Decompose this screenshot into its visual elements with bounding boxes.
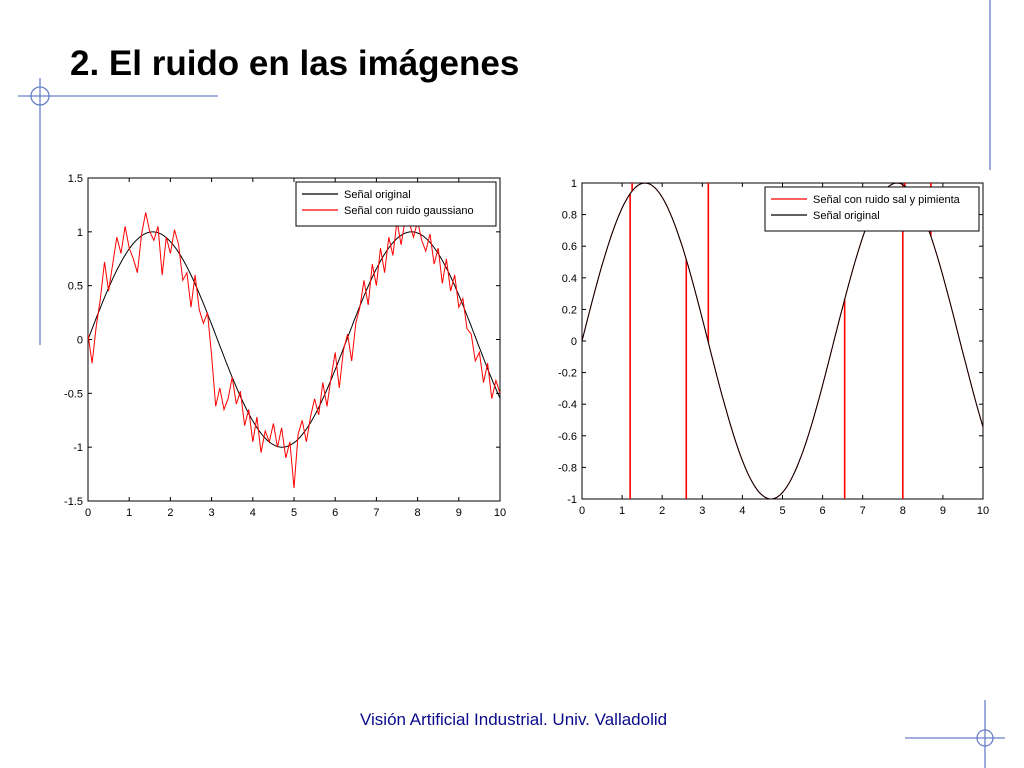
- x-tick-label: 10: [977, 505, 989, 517]
- y-tick-label: 1.5: [68, 173, 83, 185]
- y-tick-label: -0.5: [64, 388, 83, 400]
- x-tick-label: 4: [250, 507, 256, 519]
- x-tick-label: 10: [494, 507, 506, 519]
- y-tick-label: -1.5: [64, 496, 83, 508]
- y-tick-label: -0.8: [558, 462, 577, 474]
- y-tick-label: -1: [73, 442, 83, 454]
- x-tick-label: 9: [456, 507, 462, 519]
- x-tick-label: 5: [291, 507, 297, 519]
- x-tick-label: 2: [167, 507, 173, 519]
- x-tick-label: 1: [619, 505, 625, 517]
- y-tick-label: 0.5: [68, 281, 83, 293]
- salt-pepper-noise-chart: 0 1 2 3 4 5 6 7 8 9 10 1 0.8 0.6 0.4 0.2 0 -0.2 -0.4 -0.6 -0…: [558, 178, 989, 517]
- x-tick-label: 4: [739, 505, 745, 517]
- x-tick-label: 3: [209, 507, 215, 519]
- y-tick-label: 1: [77, 227, 83, 239]
- x-tick-label: 7: [373, 507, 379, 519]
- y-tick-label: -0.4: [558, 399, 577, 411]
- legend: Señal con ruido sal y pimienta Señal orig…: [764, 186, 980, 232]
- x-tick-label: 6: [820, 505, 826, 517]
- y-tick-label: -0.2: [558, 368, 577, 380]
- x-tick-label: 7: [860, 505, 866, 517]
- legend-box: [764, 186, 980, 232]
- legend: Señal original Señal con ruido gaussiano: [295, 181, 497, 227]
- y-tick-label: 0.2: [562, 304, 577, 316]
- y-tick-label: -1: [567, 494, 577, 506]
- x-tick-label: 5: [779, 505, 785, 517]
- y-tick-label: 0.8: [562, 210, 577, 222]
- y-tick-label: -0.6: [558, 431, 577, 443]
- legend-box: [295, 181, 497, 227]
- series-group: [88, 212, 500, 489]
- x-tick-label: 8: [900, 505, 906, 517]
- gaussian-noise-chart: 0 1 2 3 4 5 6 7 8 9 10 1.5 1 0.5 0 -0.5 -1 -1.5 Señal orig…: [64, 173, 506, 519]
- x-tick-label: 0: [85, 507, 91, 519]
- legend-entry: Señal con ruido sal y pimienta: [813, 194, 961, 206]
- y-tick-label: 0.6: [562, 241, 577, 253]
- y-tick-label: 0: [571, 336, 577, 348]
- slide-title: 2. El ruido en las imágenes: [70, 44, 520, 83]
- legend-entry: Señal con ruido gaussiano: [344, 205, 474, 217]
- y-tick-label: 0.4: [562, 273, 577, 285]
- y-tick-label: 0: [77, 335, 83, 347]
- x-tick-label: 0: [579, 505, 585, 517]
- slide-footer: Visión Artificial Industrial. Univ. Vall…: [360, 710, 668, 729]
- x-tick-label: 1: [126, 507, 132, 519]
- series-line-se-al-con-ruido-gaussiano: [88, 212, 500, 489]
- x-tick-label: 2: [659, 505, 665, 517]
- x-tick-label: 9: [940, 505, 946, 517]
- legend-entry: Señal original: [344, 189, 411, 201]
- bottom-right-circle: [976, 729, 994, 747]
- x-tick-label: 6: [332, 507, 338, 519]
- x-tick-label: 8: [415, 507, 421, 519]
- x-tick-label: 3: [699, 505, 705, 517]
- top-left-circle: [30, 86, 50, 106]
- y-tick-label: 1: [571, 178, 577, 190]
- legend-entry: Señal original: [813, 210, 880, 222]
